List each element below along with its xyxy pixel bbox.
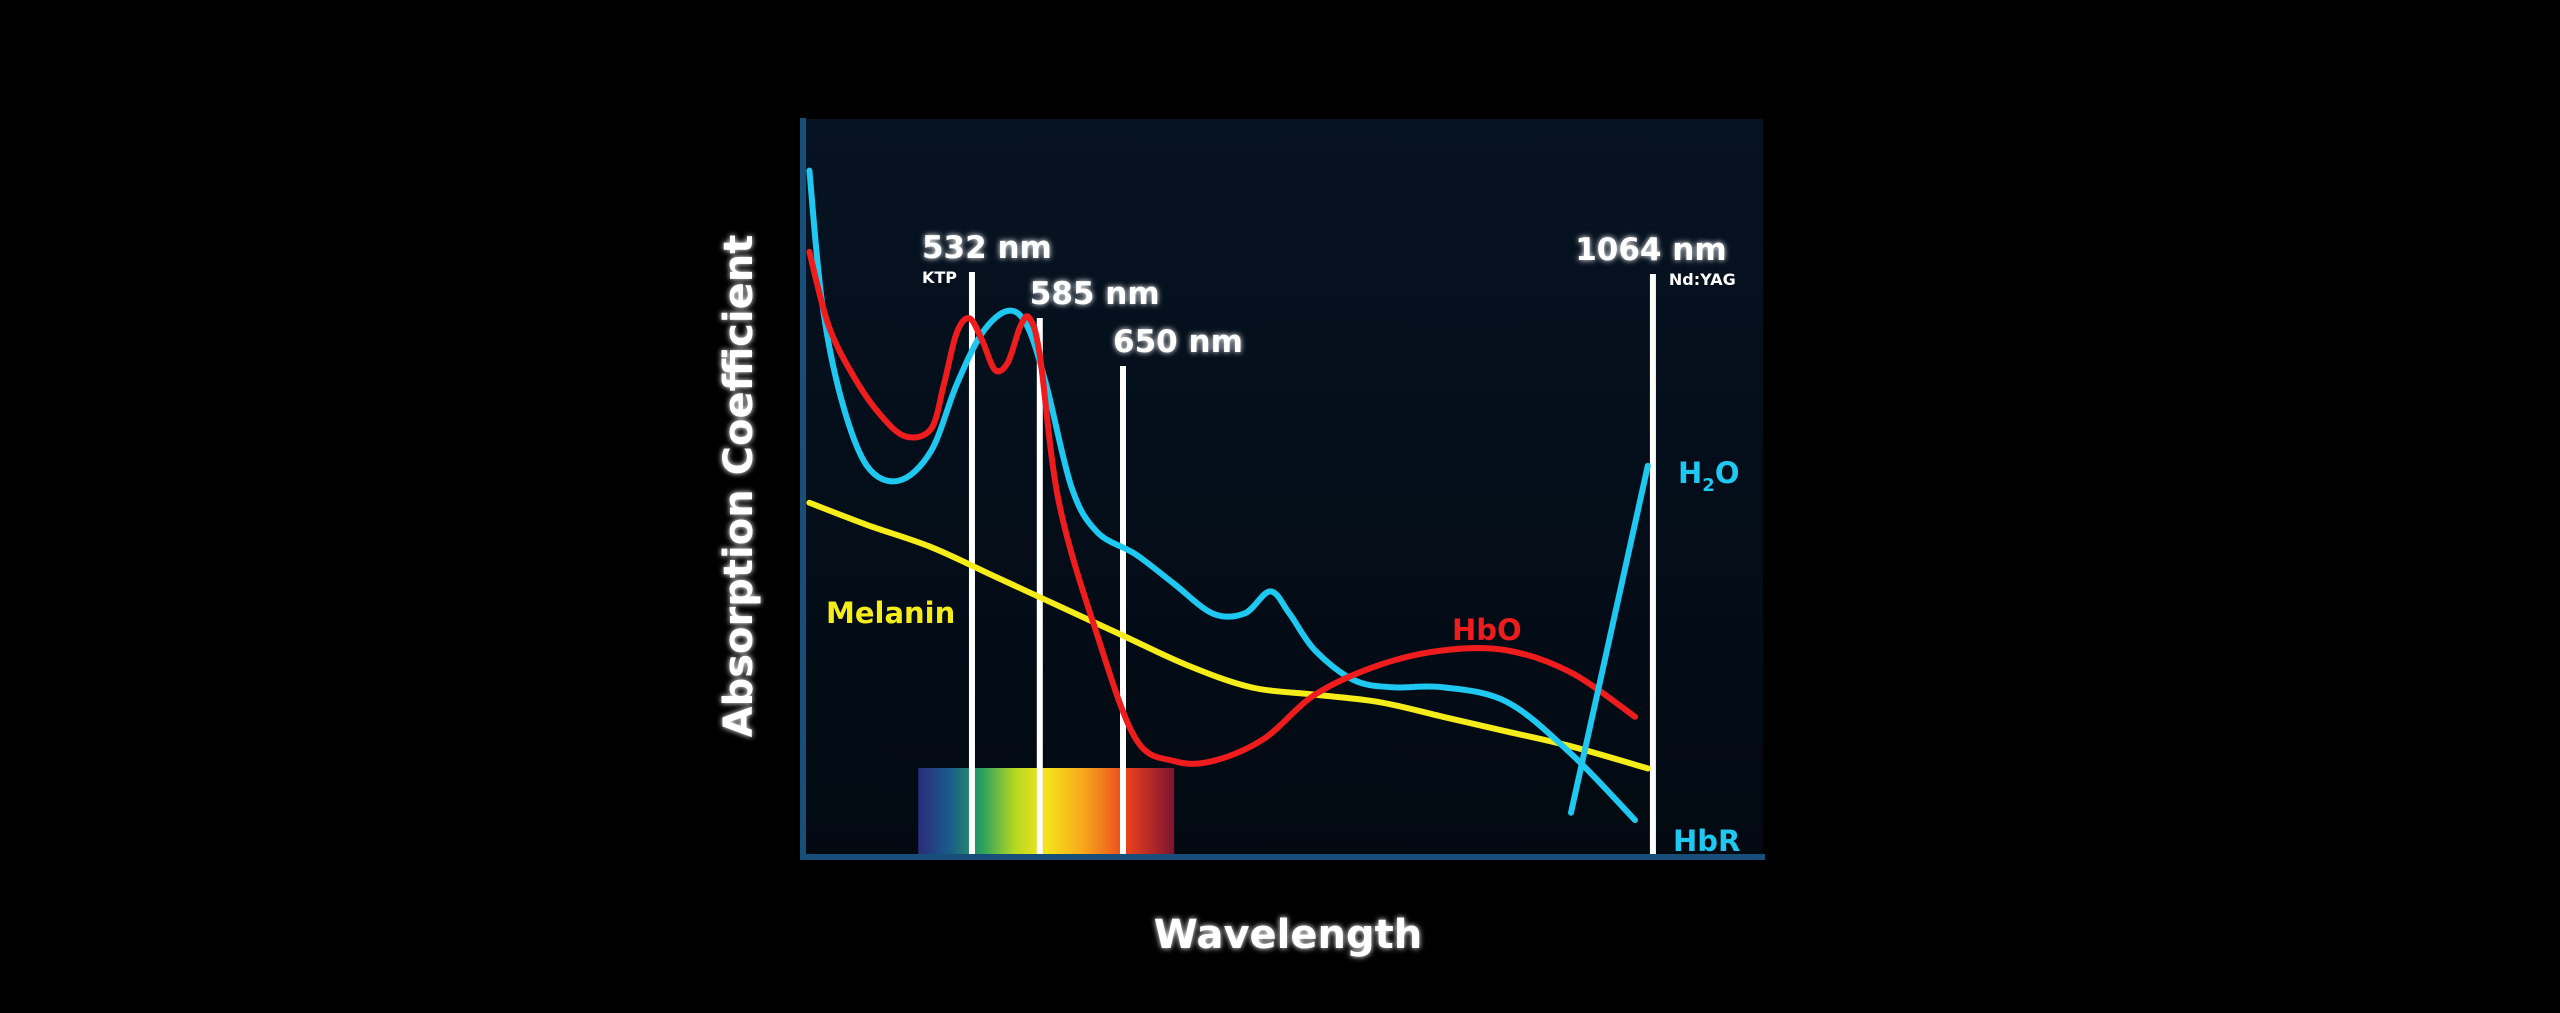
series-line-h2o bbox=[1568, 462, 1651, 816]
marker-label-532: 532 nm bbox=[922, 230, 1052, 266]
plot-area bbox=[803, 119, 1763, 857]
melanin-label: Melanin bbox=[826, 596, 955, 630]
h2o-label: H2O bbox=[1678, 456, 1739, 496]
marker-sublabel-532: KTP bbox=[922, 268, 957, 287]
marker-sublabel-1064: Nd:YAG bbox=[1669, 270, 1736, 289]
y-axis-title: Absorption Coefficient bbox=[716, 235, 762, 738]
series-line-hbo bbox=[806, 248, 1638, 767]
marker-label-650: 650 nm bbox=[1113, 324, 1243, 360]
x-axis-title: Wavelength bbox=[1154, 912, 1422, 958]
hbo-label: HbO bbox=[1452, 613, 1522, 647]
series-line-melanin bbox=[806, 499, 1651, 772]
hbr-label: HbR bbox=[1673, 824, 1740, 858]
series-line-hbr bbox=[806, 167, 1638, 824]
visible-spectrum-band bbox=[918, 768, 1175, 856]
marker-label-1064: 1064 nm bbox=[1575, 232, 1726, 268]
marker-label-585: 585 nm bbox=[1030, 276, 1160, 312]
